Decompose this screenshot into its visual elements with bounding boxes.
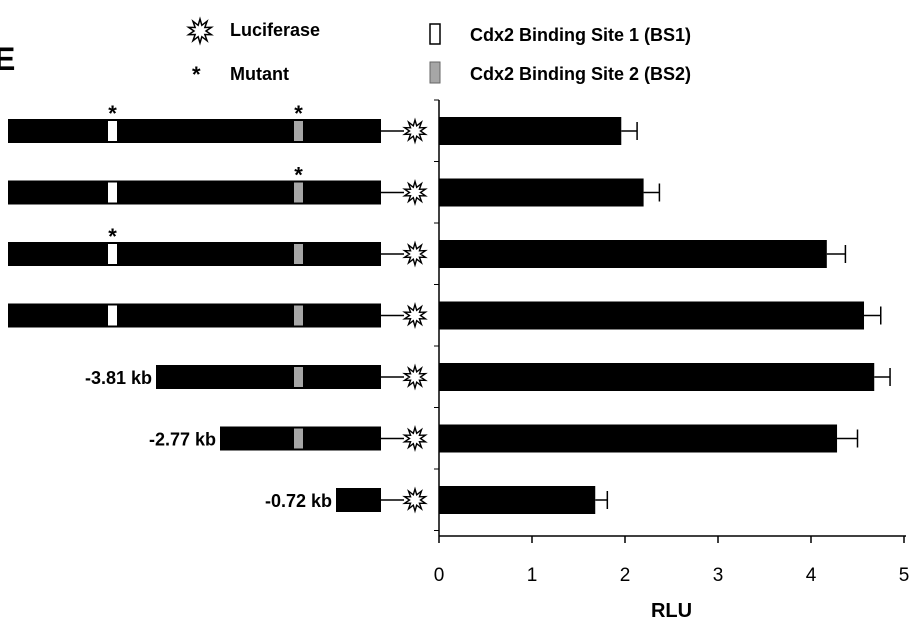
legend: Luciferase * Mutant Cdx2 Binding Site 1 … [186, 16, 691, 87]
legend-luciferase-icon [186, 16, 214, 46]
bs2-site [294, 244, 303, 264]
construct-label: -2.77 kb [149, 430, 216, 450]
bs1-mutant-mark: * [108, 101, 117, 126]
x-tick-label: 1 [527, 565, 538, 586]
luciferase-icon [402, 179, 428, 206]
bar [439, 117, 622, 145]
bs1-site [108, 121, 117, 141]
bars [439, 117, 891, 514]
luciferase-icon [402, 240, 428, 268]
panel-label: E [0, 41, 15, 77]
luciferase-icon [402, 117, 428, 145]
legend-mutant-symbol: * [192, 62, 201, 87]
promoter-segment [156, 365, 381, 389]
bs2-mutant-mark: * [294, 163, 303, 188]
promoter-segment [8, 180, 381, 205]
x-tick-label: 4 [806, 565, 817, 586]
bs1-site [108, 244, 117, 264]
legend-mutant-label: Mutant [230, 64, 289, 84]
bar [439, 240, 827, 268]
bar [439, 363, 875, 391]
bs2-site [294, 428, 303, 449]
luciferase-icon [402, 363, 428, 391]
legend-bs2-swatch [429, 61, 441, 84]
x-tick-label: 2 [620, 565, 631, 586]
construct-diagrams: * * * * -3.81 kb -2.77 kb -0.72 kb [8, 101, 428, 514]
bs2-site [294, 305, 303, 326]
luciferase-icon [402, 425, 428, 452]
promoter-segment [336, 488, 381, 512]
bs1-site [108, 305, 117, 326]
bs2-site [294, 182, 303, 203]
bar [439, 486, 596, 514]
bs2-site [294, 121, 303, 141]
bs2-site [294, 367, 303, 387]
promoter-segment [8, 303, 381, 328]
legend-luciferase-label: Luciferase [230, 20, 320, 40]
legend-bs2-label: Cdx2 Binding Site 2 (BS2) [470, 64, 691, 84]
bs1-mutant-mark: * [108, 224, 117, 249]
x-ticks: 0 1 2 3 4 5 [434, 99, 910, 586]
x-tick-label: 5 [899, 565, 910, 586]
promoter-segment [8, 119, 381, 143]
x-axis-label: RLU [651, 600, 692, 622]
x-tick-label: 0 [434, 565, 445, 586]
rlu-bar-chart: 0 1 2 3 4 5 RLU [434, 99, 910, 622]
luciferase-icon [402, 486, 428, 514]
legend-bs1-swatch [429, 23, 441, 45]
legend-bs1-label: Cdx2 Binding Site 1 (BS1) [470, 25, 691, 45]
bs2-mutant-mark: * [294, 101, 303, 126]
promoter-segment [8, 242, 381, 266]
bar [439, 178, 644, 207]
construct-label: -0.72 kb [265, 491, 332, 511]
bar [439, 424, 838, 453]
construct-label: -3.81 kb [85, 368, 152, 388]
luciferase-icon [402, 302, 428, 329]
bs1-site [108, 182, 117, 203]
bar [439, 301, 865, 330]
x-tick-label: 3 [713, 565, 724, 586]
